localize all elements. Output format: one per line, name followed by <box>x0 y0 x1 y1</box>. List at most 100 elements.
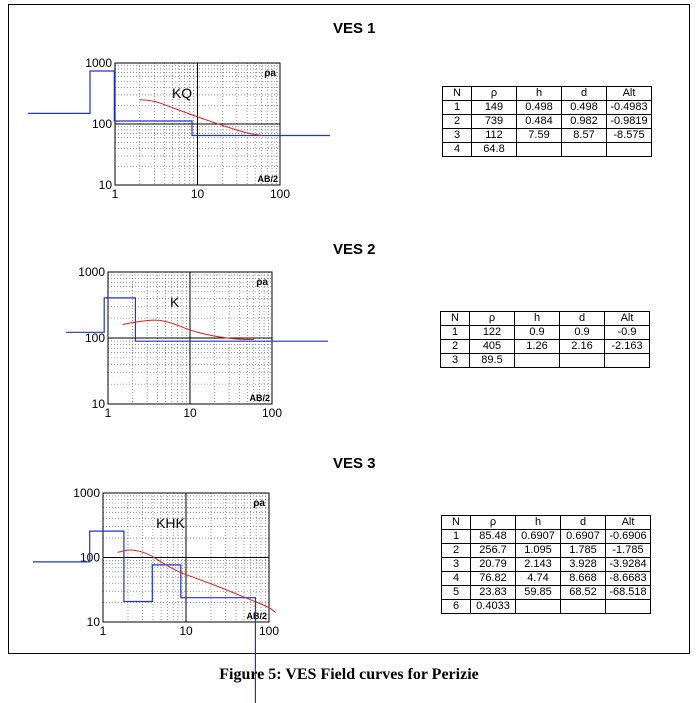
table-cell: 20.79 <box>470 557 516 572</box>
table-cell: 68.52 <box>560 585 606 600</box>
table-row: 1 149 0.498 0.498 -0.4983 <box>442 100 652 115</box>
column-header: d <box>559 311 605 326</box>
table-cell: -68.518 <box>605 585 651 600</box>
table-row: 3 20.79 2.143 3.928 -3.9284 <box>441 557 651 572</box>
table-cell: 76.82 <box>470 571 516 586</box>
ves-2-title: VES 2 <box>333 241 376 258</box>
table-cell: 0.9 <box>559 325 605 340</box>
table-cell <box>604 353 650 368</box>
ves-1-title: VES 1 <box>333 20 376 37</box>
ves-3-title: VES 3 <box>333 455 376 472</box>
table-cell: 0.4033 <box>470 599 516 614</box>
column-header: h <box>514 311 560 326</box>
table-cell: -8.6683 <box>605 571 651 586</box>
table-cell: -3.9284 <box>605 557 651 572</box>
table-cell: -2.163 <box>604 339 650 354</box>
table-cell: 0.498 <box>561 100 607 115</box>
table-cell: 1 <box>440 325 470 340</box>
table-cell: 8.668 <box>560 571 606 586</box>
column-header: Alt <box>604 311 650 326</box>
table-cell: 1.26 <box>514 339 560 354</box>
table-cell: 1.095 <box>515 543 561 558</box>
table-cell: 0.9 <box>514 325 560 340</box>
table-cell: 3 <box>441 557 471 572</box>
column-header: N <box>442 86 472 101</box>
table-row: 2 256.7 1.095 1.785 -1.785 <box>441 543 651 558</box>
table-cell: 149 <box>471 100 517 115</box>
table-cell: 0.6907 <box>560 529 606 544</box>
table-cell: 4 <box>441 571 471 586</box>
table-cell: 2 <box>441 543 471 558</box>
column-header: d <box>561 86 607 101</box>
table-row: 2 405 1.26 2.16 -2.163 <box>440 339 650 354</box>
table-cell: -1.785 <box>605 543 651 558</box>
table-cell <box>514 353 560 368</box>
table-cell: 4 <box>442 142 472 157</box>
table-row: 2 739 0.484 0.982 -0.9819 <box>442 114 652 129</box>
table-cell: -8.575 <box>606 128 652 143</box>
table-cell: 2 <box>440 339 470 354</box>
table-cell: 0.484 <box>516 114 562 129</box>
column-header: ρ <box>471 86 517 101</box>
table-row: 1 85.48 0.6907 0.6907 -0.6906 <box>441 529 651 544</box>
table-cell: 112 <box>471 128 517 143</box>
table-row: 5 23.83 59.85 68.52 -68.518 <box>441 585 651 600</box>
table-cell <box>605 599 651 614</box>
table-cell: 3 <box>440 353 470 368</box>
table-cell: 256.7 <box>470 543 516 558</box>
column-header: ρ <box>470 515 516 530</box>
table-cell: -0.9819 <box>606 114 652 129</box>
table-cell: 0.982 <box>561 114 607 129</box>
table-row: 3 89.5 <box>440 353 650 368</box>
column-header: h <box>516 86 562 101</box>
table-cell: 64.8 <box>471 142 517 157</box>
table-cell: 3.928 <box>560 557 606 572</box>
table-cell <box>561 142 607 157</box>
column-header: Alt <box>605 515 651 530</box>
table-cell: 8.57 <box>561 128 607 143</box>
column-header: Alt <box>606 86 652 101</box>
table-cell: 7.59 <box>516 128 562 143</box>
table-cell <box>559 353 605 368</box>
table-cell <box>606 142 652 157</box>
table-row: 4 64.8 <box>442 142 652 157</box>
table-cell: 1.785 <box>560 543 606 558</box>
table-cell: 5 <box>441 585 471 600</box>
table-row: 6 0.4033 <box>441 599 651 614</box>
table-cell: 59.85 <box>515 585 561 600</box>
table-cell <box>516 142 562 157</box>
column-header: N <box>440 311 470 326</box>
column-header: h <box>515 515 561 530</box>
table-cell: 4.74 <box>515 571 561 586</box>
table-cell: 6 <box>441 599 471 614</box>
figure-frame <box>8 4 690 654</box>
table-cell: 0.6907 <box>515 529 561 544</box>
table-row: 4 76.82 4.74 8.668 -8.6683 <box>441 571 651 586</box>
table-row: 1 122 0.9 0.9 -0.9 <box>440 325 650 340</box>
figure-caption: Figure 5: VES Field curves for Perizie <box>219 666 479 683</box>
table-cell: 3 <box>442 128 472 143</box>
table-cell: 85.48 <box>470 529 516 544</box>
table-cell: 405 <box>469 339 515 354</box>
table-cell: 23.83 <box>470 585 516 600</box>
table-cell: -0.4983 <box>606 100 652 115</box>
table-cell: 89.5 <box>469 353 515 368</box>
table-cell: 1 <box>441 529 471 544</box>
column-header: d <box>560 515 606 530</box>
table-cell: -0.9 <box>604 325 650 340</box>
column-header: ρ <box>469 311 515 326</box>
table-cell <box>515 599 561 614</box>
table-cell: 0.498 <box>516 100 562 115</box>
table-cell: 1 <box>442 100 472 115</box>
column-header: N <box>441 515 471 530</box>
table-cell: 2.143 <box>515 557 561 572</box>
table-cell: 2 <box>442 114 472 129</box>
table-cell: 122 <box>469 325 515 340</box>
table-cell: 739 <box>471 114 517 129</box>
